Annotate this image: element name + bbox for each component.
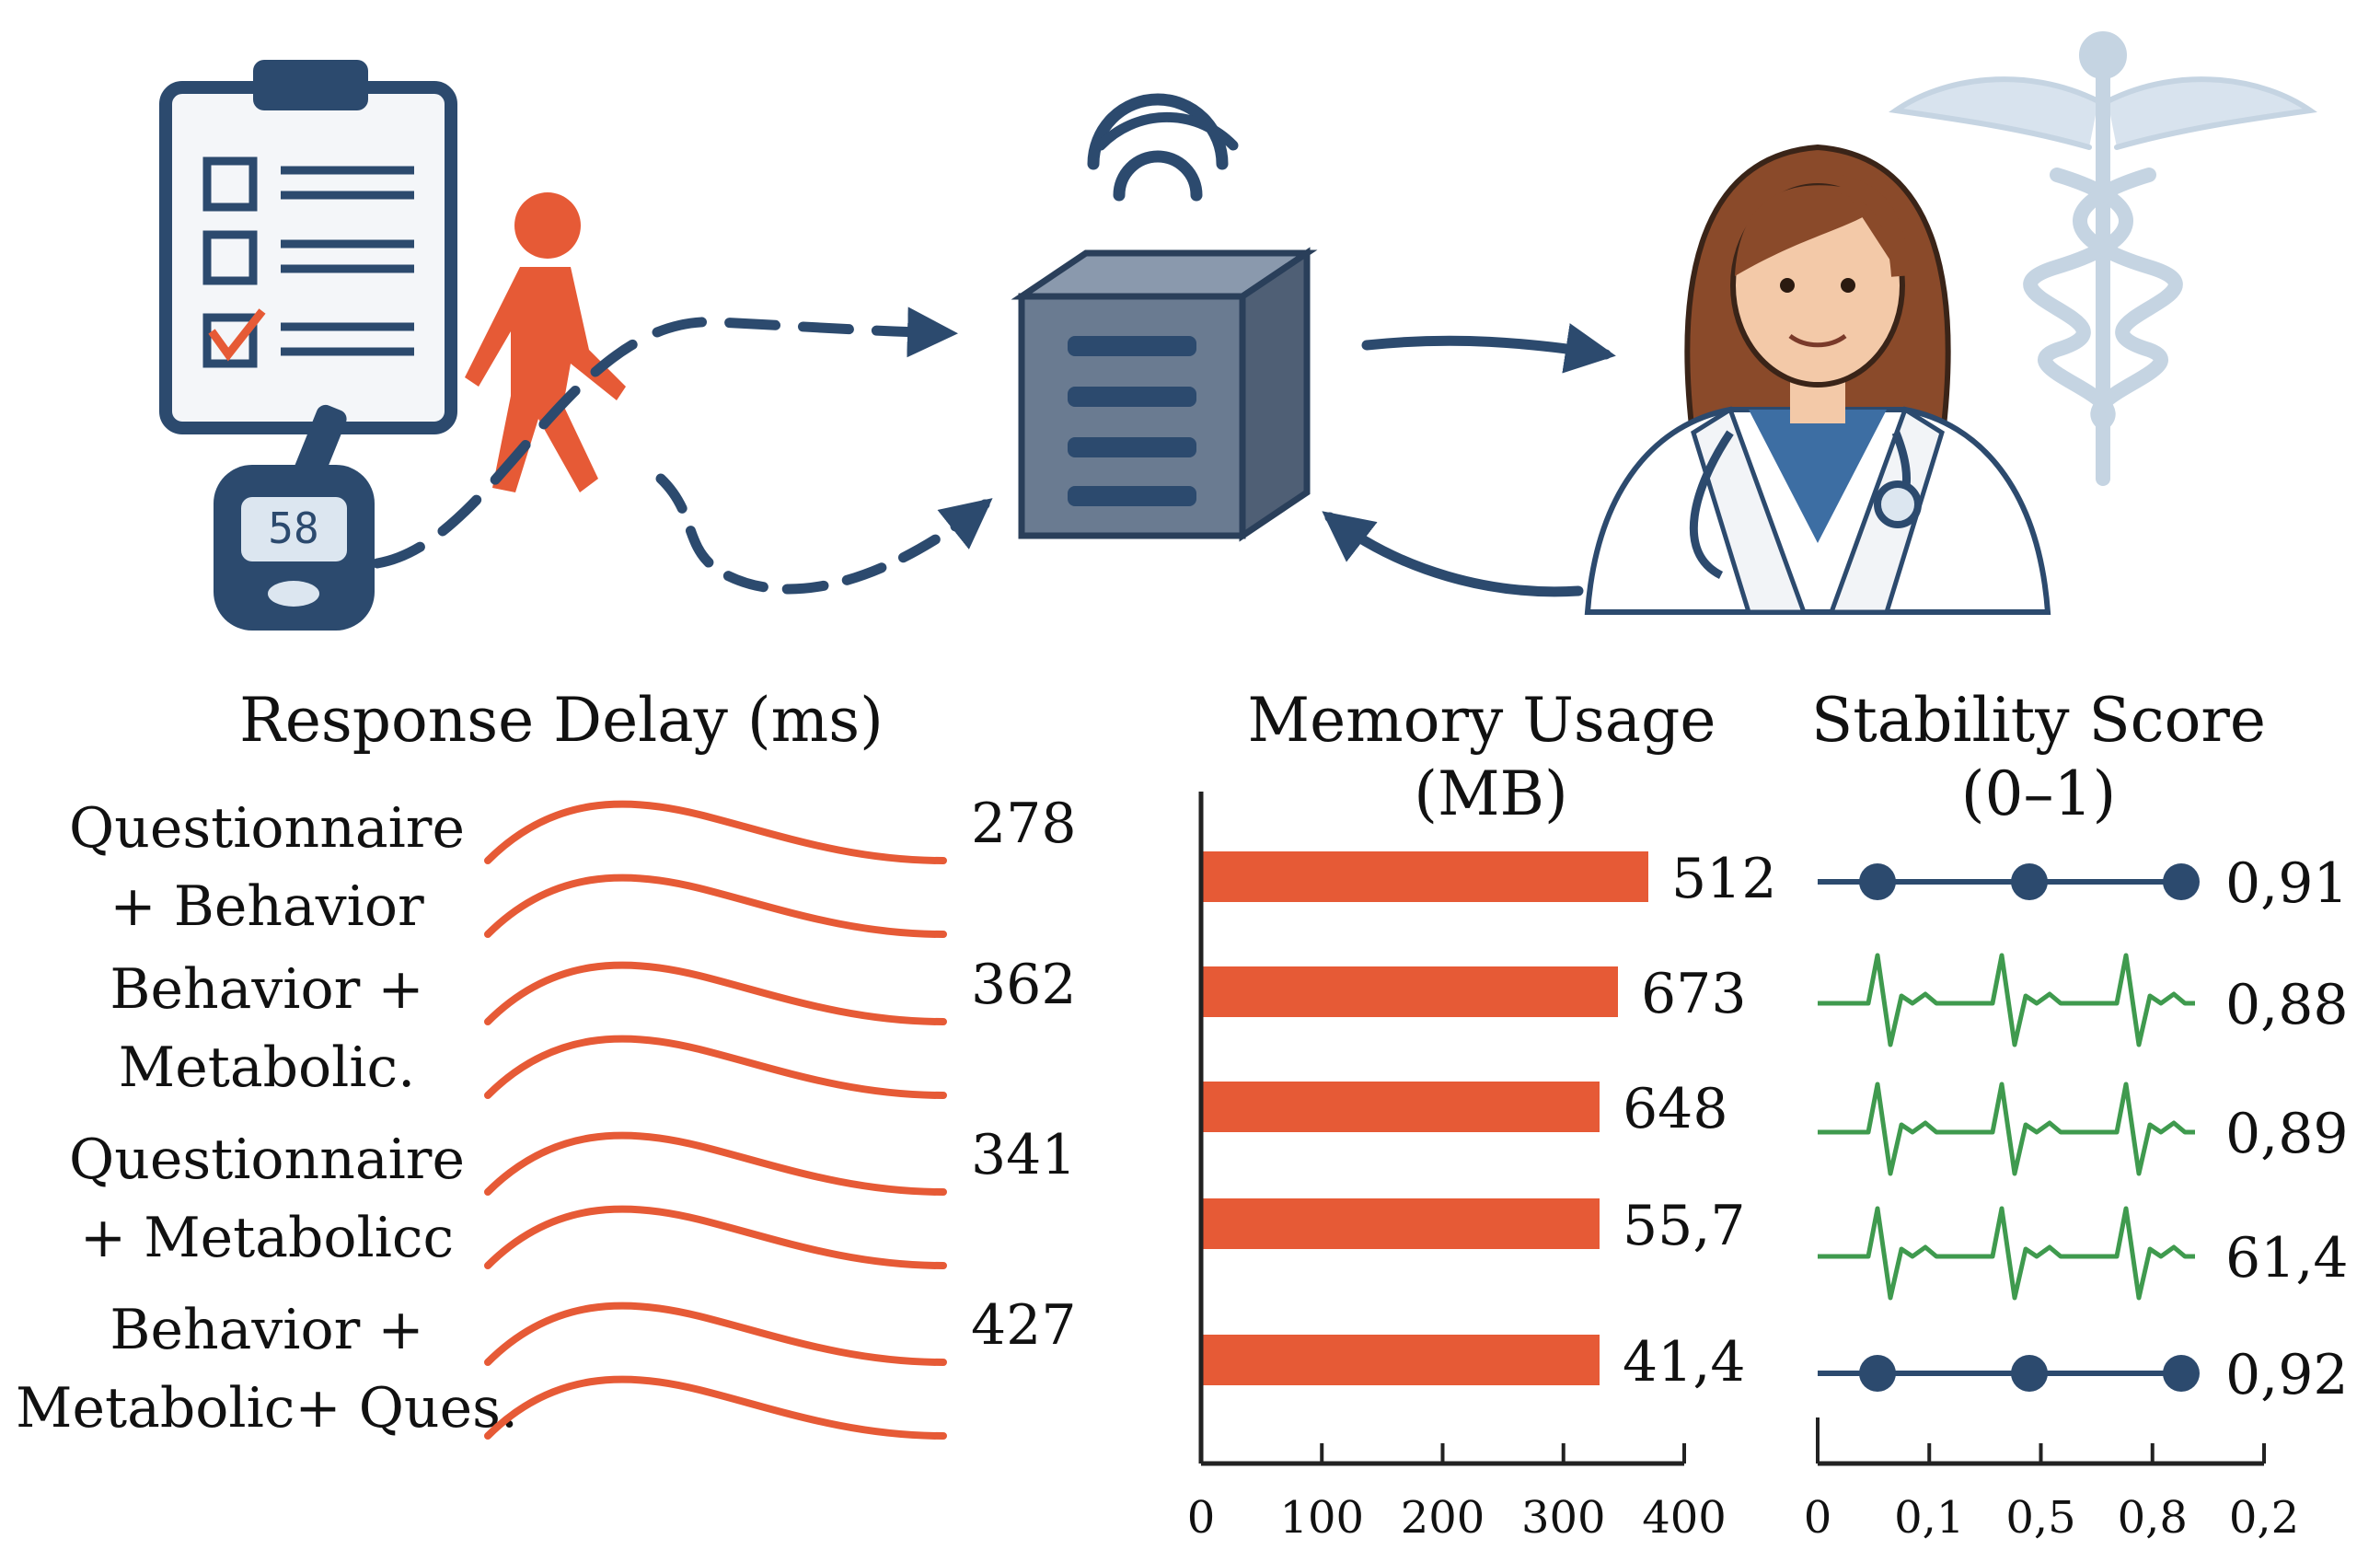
delay-series-line xyxy=(484,1205,947,1269)
stability-series-line xyxy=(1818,953,2195,1047)
delay-value-label: 362 xyxy=(971,953,1077,1017)
doctor-icon xyxy=(1584,144,2051,615)
memory-chart-subtitle: (MB) xyxy=(1414,758,1568,829)
stability-x-tick-label: 0,8 xyxy=(2118,1492,2188,1544)
dashed-arrow-upper xyxy=(372,307,958,569)
stability-value-label: 0,91 xyxy=(2225,851,2349,916)
delay-series-line xyxy=(484,1302,947,1366)
memory-usage-chart: Memory Usage(MB) 512 673 648 55,7 41,4 0 100 200… xyxy=(1187,685,1777,1544)
arrow-to-doctor xyxy=(1361,323,1616,374)
delay-chart-title: Response Delay (ms) xyxy=(239,685,884,756)
illustration: 58 xyxy=(159,31,2317,631)
memory-value-label: 648 xyxy=(1623,1077,1728,1141)
delay-category-label: Behavior + xyxy=(110,957,423,1022)
delay-category-label: + Behavior xyxy=(110,874,424,939)
memory-chart-title: Memory Usage xyxy=(1248,685,1716,756)
delay-series-line xyxy=(484,874,947,938)
response-delay-chart: Response Delay (ms) Questionnaire + Behavi… xyxy=(16,685,1076,1441)
memory-bar xyxy=(1201,1335,1600,1385)
stability-score-chart: Stability Score(0–1) 0,91 0,88 0,89 61,4 0,92… xyxy=(1804,685,2349,1544)
delay-category-label: Questionnaire xyxy=(69,1128,465,1192)
stability-series-line xyxy=(1818,1082,2195,1176)
delay-series-line xyxy=(484,1375,947,1440)
delay-category-label: Behavior + xyxy=(110,1298,423,1362)
delay-category-label: Metabolic+ Ques. xyxy=(16,1376,518,1441)
data-flow-arrows xyxy=(372,307,1616,597)
caduceus-icon xyxy=(1889,31,2317,486)
memory-x-tick-label: 200 xyxy=(1401,1492,1485,1544)
stability-x-tick-label: 0,1 xyxy=(1894,1492,1964,1544)
server-icon xyxy=(1011,247,1318,542)
delay-series-line xyxy=(484,1035,947,1099)
memory-value-label: 41,4 xyxy=(1623,1330,1746,1394)
stability-point xyxy=(2011,1355,2048,1392)
memory-x-tick-label: 300 xyxy=(1521,1492,1606,1544)
stability-value-label: 0,88 xyxy=(2225,973,2349,1037)
delay-series-line xyxy=(484,1131,947,1196)
stability-point xyxy=(2163,1355,2200,1392)
delay-value-label: 278 xyxy=(971,792,1077,856)
glucose-meter-icon: 58 xyxy=(214,404,375,631)
stability-x-tick-label: 0,5 xyxy=(2005,1492,2075,1544)
stability-x-tick-label: 0 xyxy=(1804,1492,1832,1544)
stability-value-label: 0,92 xyxy=(2225,1343,2349,1407)
memory-value-label: 55,7 xyxy=(1623,1194,1746,1258)
memory-bar xyxy=(1201,851,1648,902)
memory-value-label: 512 xyxy=(1671,847,1777,911)
delay-category-label: + Metabolicc xyxy=(80,1206,454,1270)
stability-point xyxy=(2011,863,2048,900)
stability-point xyxy=(2163,863,2200,900)
stability-point xyxy=(1859,863,1896,900)
stability-series-line xyxy=(1818,1206,2195,1301)
delay-category-label: Questionnaire xyxy=(69,796,465,861)
stability-chart-title: Stability Score xyxy=(1811,685,2266,756)
delay-value-label: 341 xyxy=(971,1123,1077,1187)
memory-bar xyxy=(1201,1198,1600,1249)
delay-category-label: Metabolic. xyxy=(119,1036,415,1100)
stability-point xyxy=(1859,1355,1896,1392)
stability-value-label: 0,89 xyxy=(2225,1102,2349,1166)
arrow-to-server xyxy=(1322,511,1584,597)
stability-x-tick-label: 0,2 xyxy=(2229,1492,2299,1544)
delay-value-label: 427 xyxy=(971,1293,1077,1358)
meter-reading: 58 xyxy=(268,503,318,553)
memory-bar xyxy=(1201,1082,1600,1132)
wifi-icon xyxy=(1087,93,1239,202)
walking-person-icon xyxy=(465,192,626,492)
memory-x-tick-label: 400 xyxy=(1642,1492,1727,1544)
memory-value-label: 673 xyxy=(1641,962,1747,1026)
delay-series-line xyxy=(484,800,947,864)
stability-value-label: 61,4 xyxy=(2225,1226,2349,1290)
memory-x-tick-label: 0 xyxy=(1187,1492,1216,1544)
memory-x-tick-label: 100 xyxy=(1279,1492,1364,1544)
memory-bar xyxy=(1201,966,1618,1017)
stability-chart-subtitle: (0–1) xyxy=(1961,758,2116,829)
arrow-lower xyxy=(655,473,993,595)
clipboard-checklist-icon xyxy=(159,60,457,434)
delay-series-line xyxy=(484,961,947,1025)
